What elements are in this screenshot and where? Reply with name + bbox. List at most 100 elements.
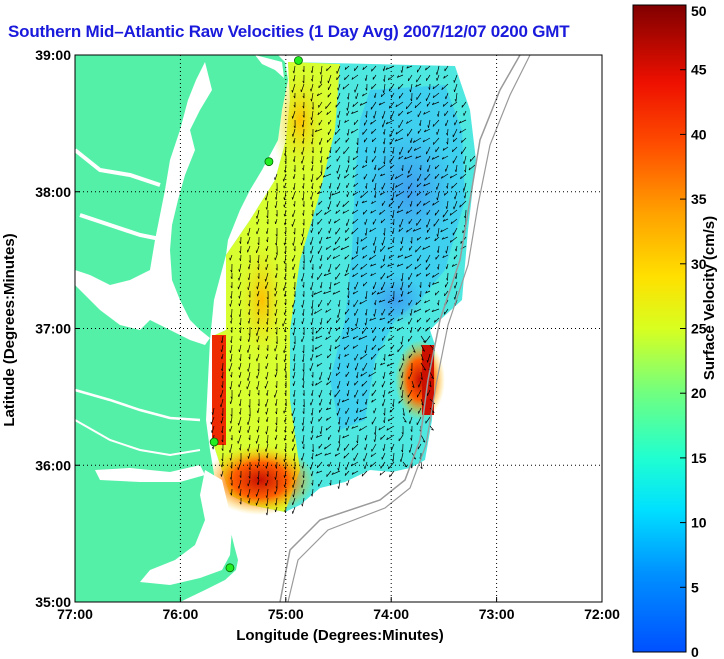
velocity-arrow-head [275, 411, 277, 415]
velocity-arrow-head [266, 305, 269, 308]
velocity-arrow-head [362, 255, 365, 259]
velocity-arrow [434, 173, 440, 179]
velocity-arrow-head [311, 78, 313, 82]
velocity-arrow-head [398, 229, 401, 232]
velocity-arrow [211, 425, 215, 433]
velocity-arrow-head [425, 193, 427, 196]
velocity-arrow [337, 443, 341, 451]
velocity-arrow [453, 110, 458, 118]
velocity-arrow-head [364, 466, 366, 469]
velocity-arrow [221, 461, 224, 468]
x-tick-label: 74:00 [373, 606, 409, 622]
velocity-arrow [408, 371, 413, 380]
velocity-arrow [311, 92, 314, 102]
velocity-arrow-head [364, 437, 366, 441]
velocity-arrow [320, 155, 323, 163]
velocity-arrow-head [387, 77, 390, 81]
velocity-arrow [374, 308, 377, 317]
velocity-arrow [398, 434, 404, 442]
velocity-arrow-head [256, 358, 258, 362]
velocity-arrow [432, 83, 440, 90]
velocity-arrow [346, 191, 350, 198]
velocity-arrow [311, 173, 314, 182]
velocity-arrow-head [446, 278, 448, 281]
velocity-arrow [358, 335, 368, 340]
velocity-arrow [360, 191, 368, 199]
velocity-arrow-head [302, 80, 305, 84]
x-tick-label: 76:00 [162, 606, 198, 622]
velocity-arrow-head [374, 432, 376, 435]
velocity-arrow-head [351, 257, 354, 260]
velocity-arrow [453, 200, 458, 210]
velocity-arrow-head [293, 95, 296, 99]
velocity-arrow [379, 209, 386, 215]
velocity-arrow [293, 380, 296, 387]
velocity-arrow-head [352, 291, 355, 295]
velocity-arrow [275, 497, 278, 506]
velocity-arrow-head [386, 437, 389, 441]
velocity-arrow-head [400, 241, 402, 244]
velocity-arrow-head [425, 67, 427, 71]
velocity-arrow [398, 83, 404, 90]
velocity-arrow [402, 353, 405, 361]
velocity-arrow [275, 470, 278, 480]
velocity-arrow [361, 326, 368, 334]
velocity-arrow-head [326, 418, 328, 421]
velocity-arrow [359, 407, 368, 413]
velocity-arrow [323, 290, 332, 295]
velocity-arrow-head [238, 269, 240, 272]
velocity-arrow [415, 155, 422, 159]
velocity-arrow [417, 173, 422, 182]
velocity-arrow-head [257, 267, 259, 270]
velocity-arrow-head [239, 338, 242, 342]
velocity-arrow [365, 146, 368, 153]
velocity-arrow-head [410, 465, 413, 469]
velocity-arrow-head [386, 363, 389, 367]
velocity-arrow [427, 353, 431, 363]
velocity-arrow [373, 407, 377, 414]
velocity-arrow-head [351, 231, 353, 235]
velocity-arrow [445, 92, 449, 100]
velocity-arrow-head [412, 385, 415, 388]
velocity-arrow-head [230, 483, 233, 486]
velocity-arrow [374, 299, 377, 306]
velocity-arrow-head [360, 238, 363, 242]
velocity-arrow [317, 191, 323, 195]
velocity-arrow [435, 254, 440, 260]
velocity-arrow [445, 119, 449, 127]
y-tick-label: 36:00 [35, 457, 71, 473]
velocity-arrow [360, 272, 368, 278]
velocity-arrow [266, 371, 269, 380]
velocity-arrow [229, 425, 233, 432]
velocity-arrow [401, 290, 404, 297]
velocity-arrow-head [396, 264, 400, 267]
velocity-arrow-head [376, 291, 380, 295]
velocity-arrow-head [220, 404, 222, 408]
velocity-arrow-head [326, 68, 328, 72]
velocity-arrow-head [442, 148, 445, 151]
velocity-arrow [256, 209, 260, 219]
velocity-arrow-head [365, 150, 367, 153]
velocity-arrow-head [283, 350, 285, 354]
velocity-arrow-head [359, 409, 362, 413]
velocity-arrow [395, 101, 404, 108]
velocity-arrow [344, 308, 350, 315]
velocity-arrow-head [248, 437, 251, 441]
velocity-arrow [267, 317, 269, 325]
velocity-arrow [426, 209, 431, 215]
velocity-arrow-head [383, 132, 385, 135]
velocity-arrow [230, 380, 233, 390]
velocity-arrow-head [256, 465, 258, 468]
velocity-arrow [301, 452, 305, 461]
velocity-arrow [365, 434, 368, 441]
velocity-arrow [398, 299, 404, 303]
velocity-arrow [221, 470, 224, 477]
velocity-arrow [332, 254, 341, 259]
velocity-arrow [410, 83, 413, 93]
velocity-arrow [335, 128, 341, 135]
velocity-arrow-head [274, 403, 277, 406]
velocity-arrow-head [400, 287, 402, 291]
velocity-arrow [316, 173, 323, 181]
velocity-arrow [274, 173, 278, 180]
